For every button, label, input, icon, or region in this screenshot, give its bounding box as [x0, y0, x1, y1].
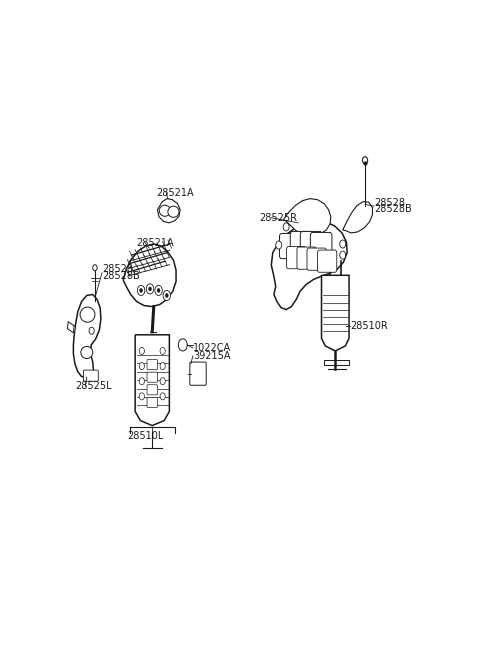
PathPatch shape: [135, 335, 169, 426]
Text: 28528B: 28528B: [102, 271, 140, 281]
Circle shape: [340, 251, 346, 259]
FancyBboxPatch shape: [84, 370, 98, 381]
Text: 28521A: 28521A: [136, 238, 174, 248]
Polygon shape: [67, 322, 74, 333]
Circle shape: [283, 223, 289, 231]
FancyBboxPatch shape: [147, 398, 157, 407]
Circle shape: [362, 157, 368, 164]
Circle shape: [148, 287, 152, 291]
FancyBboxPatch shape: [279, 233, 302, 259]
Text: 28521A: 28521A: [156, 187, 193, 198]
PathPatch shape: [157, 198, 180, 223]
Text: 28525R: 28525R: [259, 213, 298, 223]
Circle shape: [137, 286, 145, 295]
Ellipse shape: [168, 206, 179, 217]
Ellipse shape: [81, 346, 93, 358]
Text: 28510R: 28510R: [350, 321, 388, 331]
Circle shape: [276, 241, 282, 249]
FancyBboxPatch shape: [147, 360, 157, 369]
Text: 28525L: 28525L: [76, 381, 112, 391]
PathPatch shape: [73, 295, 101, 378]
Circle shape: [139, 393, 144, 400]
Circle shape: [146, 284, 154, 294]
FancyBboxPatch shape: [317, 250, 337, 272]
Circle shape: [160, 363, 165, 369]
FancyBboxPatch shape: [147, 384, 157, 395]
Circle shape: [165, 293, 168, 297]
Circle shape: [140, 288, 143, 292]
Circle shape: [139, 363, 144, 369]
FancyBboxPatch shape: [311, 233, 332, 257]
Circle shape: [340, 240, 346, 248]
FancyBboxPatch shape: [297, 247, 316, 269]
Text: 1022CA: 1022CA: [193, 343, 231, 353]
Text: 28528: 28528: [374, 198, 405, 208]
FancyBboxPatch shape: [307, 248, 326, 271]
FancyBboxPatch shape: [287, 246, 306, 269]
Circle shape: [89, 328, 94, 334]
FancyBboxPatch shape: [147, 372, 157, 383]
PathPatch shape: [322, 275, 349, 351]
Text: 28528B: 28528B: [374, 204, 412, 214]
Ellipse shape: [80, 307, 95, 322]
Ellipse shape: [159, 205, 170, 216]
Text: 28510L: 28510L: [127, 431, 164, 441]
Circle shape: [160, 393, 165, 400]
FancyBboxPatch shape: [190, 362, 206, 385]
Circle shape: [160, 378, 165, 384]
PathPatch shape: [283, 198, 331, 236]
Circle shape: [157, 288, 160, 292]
FancyBboxPatch shape: [300, 231, 322, 257]
Circle shape: [139, 378, 144, 384]
Text: 28528: 28528: [102, 264, 133, 274]
PathPatch shape: [271, 221, 347, 310]
Circle shape: [93, 265, 97, 271]
Circle shape: [139, 347, 144, 354]
Circle shape: [155, 286, 162, 295]
Circle shape: [163, 290, 170, 301]
Circle shape: [178, 339, 187, 351]
PathPatch shape: [123, 244, 176, 307]
FancyBboxPatch shape: [290, 231, 312, 257]
Text: 39215A: 39215A: [193, 351, 231, 361]
PathPatch shape: [343, 202, 372, 233]
Circle shape: [160, 347, 165, 354]
